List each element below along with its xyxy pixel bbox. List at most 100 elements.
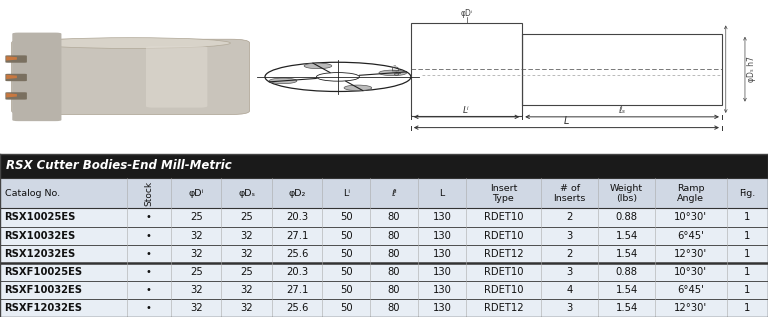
Text: 6°45': 6°45': [677, 230, 704, 241]
Circle shape: [270, 78, 297, 84]
Text: RSXF12032ES: RSXF12032ES: [5, 303, 83, 313]
Text: 1.54: 1.54: [615, 230, 637, 241]
Text: 0.88: 0.88: [615, 267, 637, 277]
Text: RSX Cutter Bodies-End Mill-Metric: RSX Cutter Bodies-End Mill-Metric: [6, 159, 232, 172]
Text: RSX10025ES: RSX10025ES: [5, 212, 76, 223]
Text: 130: 130: [432, 212, 452, 223]
Text: 32: 32: [240, 285, 253, 295]
Text: 25.6: 25.6: [286, 249, 309, 259]
Text: φD₂: φD₂: [289, 189, 306, 198]
Text: 1: 1: [744, 303, 750, 313]
Text: 27.1: 27.1: [286, 285, 309, 295]
Bar: [411, 23, 522, 116]
Text: Lⁱ: Lⁱ: [463, 106, 470, 115]
Text: 32: 32: [190, 249, 203, 259]
FancyBboxPatch shape: [0, 299, 768, 317]
Text: 1: 1: [744, 212, 750, 223]
Text: φDⁱ: φDⁱ: [461, 10, 472, 18]
Text: 80: 80: [388, 230, 400, 241]
Text: 32: 32: [240, 249, 253, 259]
Text: 130: 130: [432, 303, 452, 313]
Text: φDₛ: φDₛ: [238, 189, 255, 198]
Text: Weight
(lbs): Weight (lbs): [610, 184, 643, 203]
Text: 1.54: 1.54: [615, 285, 637, 295]
Text: •: •: [146, 285, 152, 295]
FancyBboxPatch shape: [0, 154, 768, 178]
Text: Fig.: Fig.: [740, 189, 756, 198]
FancyBboxPatch shape: [0, 178, 768, 209]
FancyBboxPatch shape: [0, 245, 768, 263]
Text: 130: 130: [432, 230, 452, 241]
Text: RDET10: RDET10: [484, 285, 523, 295]
Text: 25.6: 25.6: [286, 303, 309, 313]
Text: 20.3: 20.3: [286, 212, 308, 223]
Text: ℓₛ: ℓₛ: [618, 106, 626, 115]
Circle shape: [379, 70, 406, 76]
FancyBboxPatch shape: [0, 281, 768, 299]
Text: Insert
Type: Insert Type: [490, 184, 517, 203]
Text: RDET10: RDET10: [484, 267, 523, 277]
Text: φDₛ h7: φDₛ h7: [747, 56, 756, 82]
Text: 25: 25: [240, 212, 253, 223]
FancyBboxPatch shape: [12, 39, 250, 114]
Text: 130: 130: [432, 267, 452, 277]
Text: 1: 1: [744, 267, 750, 277]
Text: 4: 4: [567, 285, 573, 295]
Text: •: •: [146, 212, 152, 223]
Text: 12°30': 12°30': [674, 249, 707, 259]
Text: RDET10: RDET10: [484, 230, 523, 241]
Bar: [522, 34, 722, 105]
Text: 32: 32: [190, 285, 203, 295]
Text: 130: 130: [432, 285, 452, 295]
Text: 32: 32: [190, 230, 203, 241]
FancyBboxPatch shape: [0, 263, 768, 281]
Text: 32: 32: [240, 230, 253, 241]
FancyBboxPatch shape: [0, 209, 768, 227]
Text: 10°30': 10°30': [674, 212, 707, 223]
Text: φDⁱ: φDⁱ: [392, 63, 402, 75]
Text: 50: 50: [340, 212, 353, 223]
Text: 27.1: 27.1: [286, 230, 309, 241]
Circle shape: [344, 85, 372, 91]
Text: 1.54: 1.54: [615, 249, 637, 259]
Text: 1: 1: [744, 249, 750, 259]
Text: 50: 50: [340, 285, 353, 295]
Text: RSX10032ES: RSX10032ES: [5, 230, 76, 241]
Text: 80: 80: [388, 249, 400, 259]
Text: 80: 80: [388, 303, 400, 313]
Text: 80: 80: [388, 212, 400, 223]
Text: Stock: Stock: [144, 181, 154, 206]
Polygon shape: [6, 56, 17, 61]
Text: 3: 3: [567, 267, 573, 277]
FancyBboxPatch shape: [12, 33, 61, 121]
Text: 50: 50: [340, 267, 353, 277]
Text: 3: 3: [567, 230, 573, 241]
Text: RDET12: RDET12: [484, 249, 523, 259]
Text: 50: 50: [340, 230, 353, 241]
Text: 12°30': 12°30': [674, 303, 707, 313]
FancyBboxPatch shape: [0, 227, 768, 245]
Text: 32: 32: [240, 303, 253, 313]
Text: 25: 25: [190, 212, 203, 223]
Text: 80: 80: [388, 285, 400, 295]
Text: ℓⁱ: ℓⁱ: [391, 189, 397, 198]
Text: 10°30': 10°30': [674, 267, 707, 277]
Text: 50: 50: [340, 303, 353, 313]
Text: •: •: [146, 267, 152, 277]
Text: 0.88: 0.88: [615, 212, 637, 223]
Text: Catalog No.: Catalog No.: [5, 189, 60, 198]
Text: •: •: [146, 303, 152, 313]
FancyBboxPatch shape: [5, 74, 27, 81]
Ellipse shape: [31, 38, 230, 49]
Text: RDET12: RDET12: [484, 303, 523, 313]
Text: 1: 1: [744, 285, 750, 295]
Text: φDⁱ: φDⁱ: [188, 189, 204, 198]
Text: # of
Inserts: # of Inserts: [554, 184, 586, 203]
Text: Lⁱ: Lⁱ: [343, 189, 350, 198]
Text: 1.54: 1.54: [615, 303, 637, 313]
FancyBboxPatch shape: [5, 55, 27, 63]
Text: 80: 80: [388, 267, 400, 277]
FancyBboxPatch shape: [146, 46, 207, 108]
Polygon shape: [6, 75, 17, 79]
Text: 6°45': 6°45': [677, 285, 704, 295]
